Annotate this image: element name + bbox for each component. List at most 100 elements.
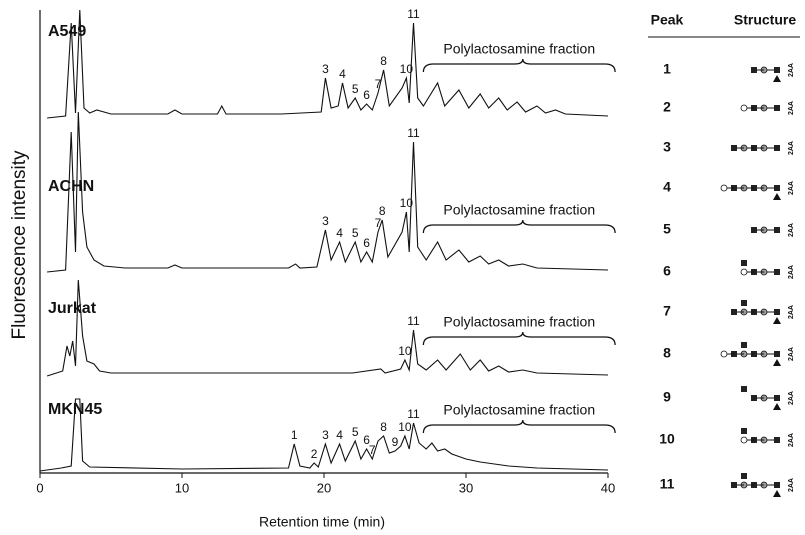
peak-label: 8: [380, 420, 387, 434]
x-tick-label: 0: [36, 480, 43, 495]
x-axis-label: Retention time (min): [259, 514, 385, 530]
glycan-residue: [774, 105, 780, 111]
glycan-residue: [774, 395, 780, 401]
trace: [46, 279, 609, 377]
fucose: [773, 193, 781, 200]
glycan-residue: [751, 67, 757, 73]
glycan-residue: [774, 269, 780, 275]
glycan-residue: [741, 342, 747, 348]
peak-label: 3: [322, 214, 329, 228]
peak-label: 7: [375, 77, 382, 91]
trace: [47, 9, 609, 119]
label-2aa: 2AA: [788, 478, 795, 492]
peak-label: 11: [407, 314, 420, 328]
glycan-residue: [731, 145, 737, 151]
label-2aa: 2AA: [788, 265, 795, 279]
label-2aa: 2AA: [788, 391, 795, 405]
peak-label: 4: [339, 67, 346, 81]
x-tick-label: 40: [601, 480, 615, 495]
glycan-residue: [741, 300, 747, 306]
glycan-residue: [731, 482, 737, 488]
annotation: Polylactosamine fraction: [443, 314, 595, 330]
fucose: [773, 359, 781, 366]
peak-label: 4: [336, 226, 343, 240]
peak-number: 2: [663, 99, 671, 115]
label-2aa: 2AA: [788, 347, 795, 361]
peak-number: 6: [663, 263, 671, 279]
peak-label: 10: [400, 196, 414, 210]
glycan-residue: [741, 428, 747, 434]
brace: [422, 331, 616, 346]
peak-label: 8: [380, 54, 387, 68]
fucose: [773, 403, 781, 410]
fucose: [773, 75, 781, 82]
x-tick-label: 10: [175, 480, 189, 495]
annotation: Polylactosamine fraction: [443, 41, 595, 57]
annotation: Polylactosamine fraction: [443, 202, 595, 218]
glycan-residue: [774, 482, 780, 488]
glycan-residue: [751, 227, 757, 233]
glycan-residue: [720, 184, 728, 192]
brace: [422, 419, 616, 434]
glycan-residue: [741, 473, 747, 479]
peak-number: 3: [663, 139, 671, 155]
brace: [422, 58, 616, 73]
peak-label: 11: [407, 7, 420, 21]
panel-name: Jurkat: [48, 300, 97, 317]
peak-label: 1: [291, 428, 298, 442]
peak-label: 6: [363, 236, 370, 250]
trace: [47, 111, 609, 273]
glycan-residue: [774, 309, 780, 315]
x-tick-label: 20: [317, 480, 331, 495]
label-2aa: 2AA: [788, 101, 795, 115]
fucose: [773, 490, 781, 497]
glycan-residue: [720, 350, 728, 358]
table-header: Structure: [734, 12, 796, 28]
trace: [39, 398, 609, 472]
peak-label: 10: [398, 344, 412, 358]
glycan-residue: [741, 260, 747, 266]
peak-label: 4: [336, 428, 343, 442]
peak-label: 3: [322, 62, 329, 76]
brace: [422, 219, 616, 234]
glycan-residue: [740, 104, 748, 112]
glycan-residue: [774, 67, 780, 73]
panel-name: MKN45: [48, 401, 102, 418]
peak-label: 8: [379, 204, 386, 218]
peak-label: 11: [407, 407, 420, 421]
table-header: Peak: [651, 12, 684, 28]
peak-label: 5: [352, 425, 359, 439]
label-2aa: 2AA: [788, 181, 795, 195]
y-axis-label: Fluorescence intensity: [9, 150, 30, 340]
peak-number: 1: [663, 61, 671, 77]
peak-number: 9: [663, 389, 671, 405]
label-2aa: 2AA: [788, 63, 795, 77]
panel-name: ACHN: [48, 178, 94, 195]
peak-number: 5: [663, 221, 671, 237]
peak-label: 10: [398, 420, 412, 434]
glycan-residue: [740, 268, 748, 276]
peak-label: 7: [369, 443, 376, 457]
label-2aa: 2AA: [788, 223, 795, 237]
peak-number: 10: [659, 431, 675, 447]
panel-name: A549: [48, 23, 86, 40]
glycan-residue: [740, 436, 748, 444]
glycan-residue: [774, 351, 780, 357]
glycan-residue: [774, 145, 780, 151]
label-2aa: 2AA: [788, 305, 795, 319]
glycan-residue: [774, 185, 780, 191]
peak-label: 6: [363, 88, 370, 102]
fucose: [773, 317, 781, 324]
peak-label: 3: [322, 428, 329, 442]
glycan-residue: [741, 386, 747, 392]
peak-label: 2: [311, 447, 318, 461]
glycan-residue: [751, 395, 757, 401]
glycan-residue: [774, 437, 780, 443]
peak-label: 6: [363, 433, 370, 447]
peak-label: 5: [352, 82, 359, 96]
peak-number: 7: [663, 303, 671, 319]
peak-number: 8: [663, 345, 671, 361]
label-2aa: 2AA: [788, 433, 795, 447]
peak-label: 10: [400, 62, 414, 76]
